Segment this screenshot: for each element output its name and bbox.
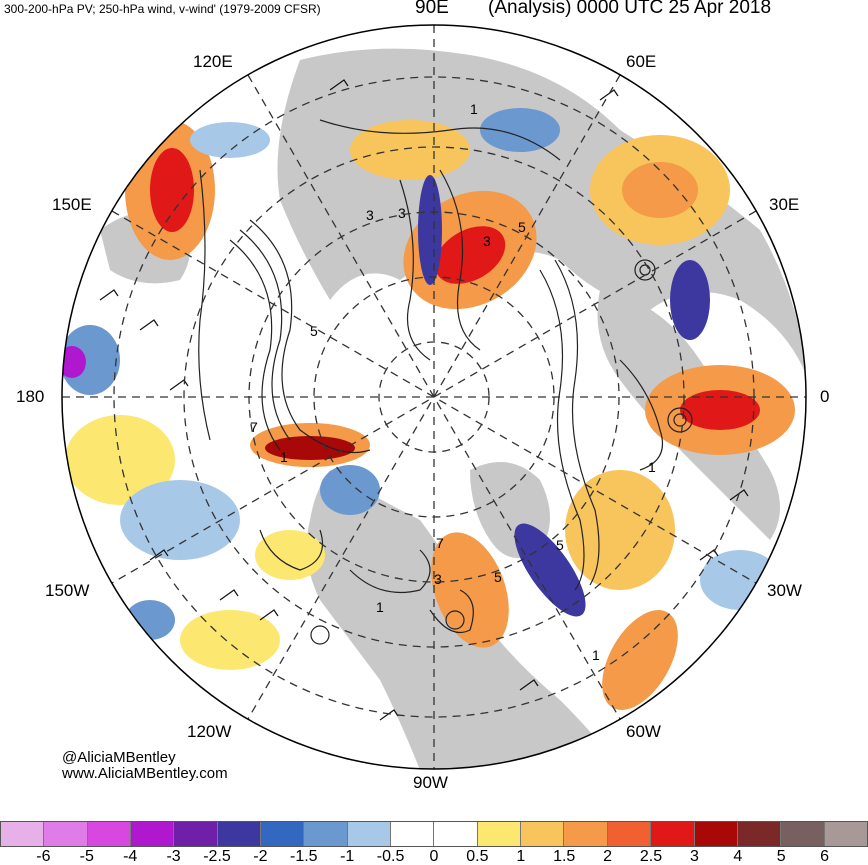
credit-handle: @AliciaMBentley [62, 749, 176, 766]
color-scale-tick-label: 0 [429, 848, 439, 865]
contour-label: 7 [436, 535, 444, 551]
color-scale-segment [44, 822, 88, 846]
contour-label: 5 [310, 323, 318, 339]
color-scale-tick-label: -2.5 [203, 848, 231, 865]
lon-label-150w: 150W [45, 581, 90, 600]
map-boundary [61, 24, 807, 770]
color-scale-segment [564, 822, 608, 846]
color-scale-tick-label: 3 [689, 848, 699, 865]
contour-label: 1 [376, 599, 384, 615]
color-scale-segment [651, 822, 695, 846]
color-scale-tick-label: 4 [733, 848, 743, 865]
color-scale-tick-label: 2.5 [639, 848, 663, 865]
contour-label: 1 [280, 449, 288, 465]
color-scale-tick-label: -2 [253, 848, 268, 865]
color-scale-tick-label: -1 [340, 848, 355, 865]
color-scale-segment [737, 822, 782, 846]
contour-label: 3 [398, 205, 406, 221]
color-scale-tick-label: 1 [516, 848, 526, 865]
color-scale-segment [521, 822, 565, 846]
color-scale-tick-label: -6 [36, 848, 51, 865]
color-scale-segment [217, 822, 262, 846]
color-scale-tick-label: 5 [776, 848, 786, 865]
color-scale-segment [131, 822, 175, 846]
header-valid-time: (Analysis) 0000 UTC 25 Apr 2018 [488, 0, 772, 18]
lon-label-0: 0 [820, 387, 830, 406]
color-scale-ticks: -6 -5 -4 -3 -2.5 -2 -1.5 -1 -0.5 0 0.5 1 1.5 2 2.5 3 4 5 6 [0, 848, 868, 865]
contour-label: 3 [483, 233, 491, 249]
color-scale-segment [694, 822, 738, 846]
contour-label: 1 [648, 459, 656, 475]
contour-label: 3 [366, 207, 374, 223]
contour-label: 5 [518, 219, 526, 235]
graticule [62, 25, 806, 769]
color-scale-tick-label: -0.5 [376, 848, 405, 865]
lon-label-120e: 120E [193, 52, 233, 71]
contour-labels: 1 3 3 5 3 5 7 1 1 3 7 1 5 5 1 [250, 101, 656, 663]
color-scale-tick-label: 0.5 [466, 848, 489, 865]
color-scale-tick-label: -3 [166, 848, 181, 865]
polar-stereographic-map: 1 3 3 5 3 5 7 1 1 3 7 1 5 5 1 [61, 24, 807, 770]
contour-label: 1 [592, 647, 600, 663]
color-scale-tick-label: 6 [820, 848, 830, 865]
lon-label-180: 180 [16, 387, 45, 406]
color-scale-segment [477, 822, 522, 846]
lon-label-60e: 60E [626, 52, 657, 71]
color-scale-segment [174, 822, 218, 846]
color-scale-segment [304, 822, 348, 846]
lon-label-90e: 90E [415, 0, 449, 18]
color-scale-segment [781, 822, 825, 846]
contour-label: 1 [470, 101, 478, 117]
color-scale-tick-label: 1.5 [553, 848, 576, 865]
header-left-title: 300-200-hPa PV; 250-hPa wind, v-wind' (1… [4, 2, 321, 16]
color-scale-bar [0, 821, 868, 847]
color-scale-segment [347, 822, 392, 846]
lon-label-90w: 90W [413, 773, 448, 792]
color-scale-segment [824, 822, 867, 846]
color-scale-segment [434, 822, 478, 846]
contour-label: 5 [556, 537, 564, 553]
contour-label: 5 [494, 569, 502, 585]
contour-label: 3 [434, 571, 442, 587]
color-scale-tick-label: -1.5 [290, 848, 318, 865]
color-scale-segment [261, 822, 305, 846]
color-scale-segment [87, 822, 132, 846]
color-scale-segment [607, 822, 652, 846]
lon-label-120w: 120W [187, 722, 232, 741]
lon-label-60w: 60W [626, 722, 661, 741]
pv-shading [62, 108, 795, 710]
lon-label-30e: 30E [769, 195, 800, 214]
color-scale-tick-label: -5 [79, 848, 94, 865]
color-scale-segment [391, 822, 435, 846]
credit-website: www.AliciaMBentley.com [62, 765, 228, 782]
contour-label: 7 [250, 419, 258, 435]
color-scale-segment [1, 822, 45, 846]
color-scale-tick-label: -4 [123, 848, 138, 865]
lon-label-150e: 150E [52, 195, 92, 214]
color-scale-tick-label: 2 [603, 848, 613, 865]
lon-label-30w: 30W [767, 581, 802, 600]
